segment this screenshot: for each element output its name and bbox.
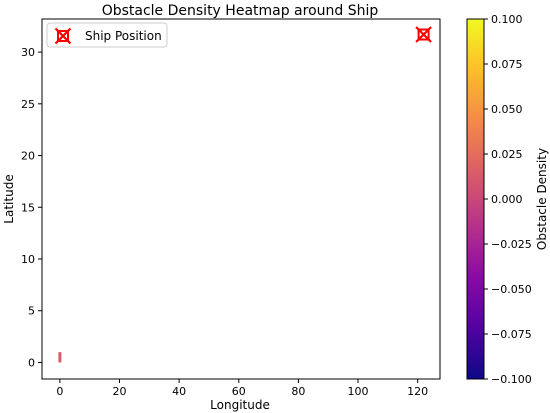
colorbar-tick-label: 0.075 [491,58,523,71]
y-tick-label: 15 [21,201,35,214]
x-axis-ticks: 0 20 40 60 80 100 120 [56,379,428,398]
colorbar-label: Obstacle Density [535,148,549,250]
x-tick-label: 80 [291,385,305,398]
y-tick-label: 25 [21,98,35,111]
colorbar-tick-label: 0.050 [491,103,523,116]
x-tick-label: 20 [113,385,127,398]
colorbar-tick-label: −0.100 [491,373,532,386]
y-tick-label: 10 [21,253,35,266]
plot-area [41,18,441,380]
heatmap-cell [58,352,62,363]
y-axis-label: Latitude [2,174,16,223]
y-tick-label: 20 [21,150,35,163]
colorbar-gradient [466,18,485,380]
chart-title: Obstacle Density Heatmap around Ship [102,3,379,19]
y-tick-label: 0 [28,356,35,369]
ship-position-legend-icon [54,27,72,45]
legend-box [46,22,168,48]
y-axis-ticks: 0 5 10 15 20 25 30 [21,46,42,369]
y-tick-label: 30 [21,46,35,59]
x-axis-label: Longitude [210,398,270,412]
marker-layer [415,26,432,43]
ship-position-marker [415,26,432,43]
colorbar-tick-label: 0.025 [491,148,523,161]
legend-marker-glyph [54,27,72,45]
colorbar-tick-label: −0.075 [491,328,532,341]
legend: Ship Position [46,22,168,48]
colorbar-tick-label: 0.100 [491,13,523,26]
x-tick-label: 120 [407,385,428,398]
x-tick-label: 40 [172,385,186,398]
colorbar-tick-label: −0.025 [491,238,532,251]
colorbar: 0.100 0.075 0.050 0.025 0.000 −0.025 −0.050 −0.… [466,13,549,386]
legend-label-ship-position: Ship Position [85,29,162,43]
x-tick-label: 0 [56,385,63,398]
colorbar-ticks: 0.100 0.075 0.050 0.025 0.000 −0.025 −0.050 −0.… [484,13,532,386]
colorbar-tick-label: 0.000 [491,193,523,206]
x-tick-label: 60 [232,385,246,398]
x-tick-label: 100 [348,385,369,398]
y-tick-label: 5 [28,305,35,318]
colorbar-tick-label: −0.050 [491,283,532,296]
heatmap-cells [58,352,62,363]
